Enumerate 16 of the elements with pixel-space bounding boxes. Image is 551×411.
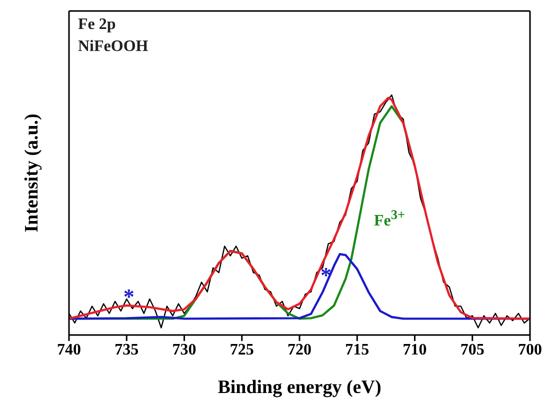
x-tick-label: 735 [114, 341, 139, 358]
x-tick-label: 730 [172, 341, 196, 358]
x-tick-label: 725 [230, 341, 254, 358]
annotation: * [123, 284, 134, 310]
x-tick-label: 700 [518, 341, 542, 358]
annotation: * [320, 262, 332, 288]
x-tick-label: 740 [57, 341, 81, 358]
y-axis-title: Intensity (a.u.) [22, 114, 43, 232]
x-tick-label: 705 [460, 341, 484, 358]
text: Fe 2p [78, 15, 116, 35]
x-tick-label: 710 [402, 341, 427, 358]
text: NiFeOOH [78, 37, 148, 57]
x-tick-label: 715 [345, 341, 370, 358]
annotation: Fe$^{3+}$ [374, 206, 406, 232]
x-axis-title: Binding energy (eV) [218, 377, 382, 398]
x-tick-label: 720 [288, 341, 312, 358]
